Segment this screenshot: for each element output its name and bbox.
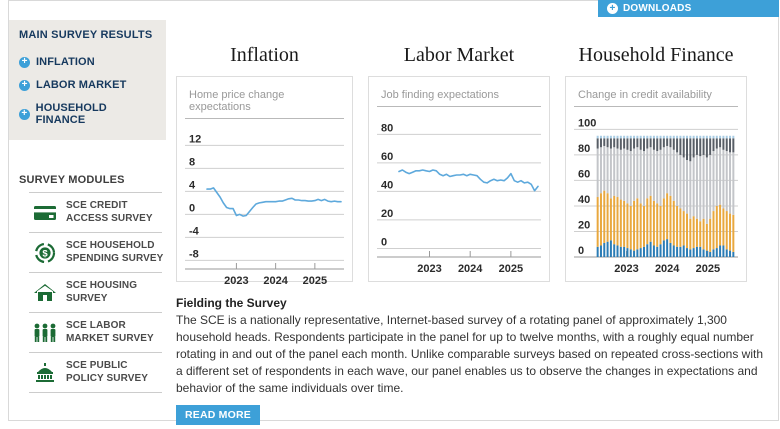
svg-text:80: 80 bbox=[578, 143, 590, 155]
chart-subtitle: Job finding expectations bbox=[377, 85, 541, 107]
svg-text:40: 40 bbox=[578, 194, 590, 206]
downloads-label: DOWNLOADS bbox=[623, 3, 692, 14]
main-survey-results-panel: MAIN SURVEY RESULTS + INFLATION + LABOR … bbox=[9, 20, 166, 140]
inflation-line-chart: 12 8 4 0 -4 -8 2023 2024 2025 bbox=[185, 133, 344, 287]
svg-text:2023: 2023 bbox=[224, 275, 248, 287]
house-icon bbox=[33, 281, 57, 305]
sidebar-item-labor-market[interactable]: + LABOR MARKET bbox=[19, 70, 156, 93]
svg-text:-8: -8 bbox=[189, 248, 199, 260]
svg-text:8: 8 bbox=[189, 156, 195, 168]
svg-text:20: 20 bbox=[381, 208, 393, 220]
chart-subtitle: Home price change expectations bbox=[185, 85, 344, 119]
svg-text:2024: 2024 bbox=[263, 275, 288, 287]
module-label: SCE CREDIT ACCESS SURVEY bbox=[66, 200, 153, 224]
sidebar-item-label: INFLATION bbox=[36, 56, 95, 68]
sidebar-item-housing-survey[interactable]: SCE HOUSING SURVEY bbox=[9, 273, 166, 312]
main-content: Inflation Home price change expectations… bbox=[176, 44, 772, 426]
chart-title: Inflation bbox=[230, 44, 299, 66]
main-survey-results-title: MAIN SURVEY RESULTS bbox=[19, 29, 153, 41]
svg-text:20: 20 bbox=[578, 219, 590, 231]
people-icon bbox=[33, 321, 57, 345]
chart-title: Labor Market bbox=[403, 44, 515, 66]
svg-text:0: 0 bbox=[189, 202, 195, 214]
chart-card[interactable]: Change in credit availability 100 80 60 40 2… bbox=[565, 76, 747, 282]
credit-card-icon bbox=[33, 201, 57, 225]
chart-card[interactable]: Home price change expectations 12 8 4 0 -4 -8… bbox=[176, 76, 353, 287]
plus-circle-icon: + bbox=[19, 108, 30, 120]
svg-text:60: 60 bbox=[381, 151, 393, 163]
credit-availability-bar-chart: 100 80 60 40 20 0 2023 2024 2025 bbox=[574, 117, 738, 275]
survey-modules-title: SURVEY MODULES bbox=[19, 174, 125, 186]
module-label: SCE LABOR MARKET SURVEY bbox=[66, 320, 154, 344]
svg-text:2024: 2024 bbox=[458, 263, 483, 275]
sidebar-item-label: LABOR MARKET bbox=[36, 79, 127, 91]
divider bbox=[29, 232, 162, 233]
plus-circle-icon: + bbox=[19, 79, 30, 91]
divider bbox=[29, 352, 162, 353]
downloads-button[interactable]: + DOWNLOADS bbox=[598, 0, 779, 17]
chart-card[interactable]: Job finding expectations 80 60 40 20 0 2023 20… bbox=[368, 76, 550, 282]
divider bbox=[29, 272, 162, 273]
svg-text:4: 4 bbox=[189, 179, 196, 191]
fielding-title: Fielding the Survey bbox=[176, 296, 287, 310]
module-label: SCE PUBLIC POLICY SURVEY bbox=[66, 360, 149, 384]
module-label: SCE HOUSING SURVEY bbox=[66, 280, 138, 304]
svg-text:80: 80 bbox=[381, 122, 393, 134]
sidebar-item-public-policy-survey[interactable]: SCE PUBLIC POLICY SURVEY bbox=[9, 353, 166, 392]
fielding-body: The SCE is a nationally representative, … bbox=[176, 313, 764, 396]
svg-text:2024: 2024 bbox=[655, 263, 680, 275]
sidebar: MAIN SURVEY RESULTS + INFLATION + LABOR … bbox=[9, 0, 166, 393]
svg-text:-4: -4 bbox=[189, 225, 200, 237]
sidebar-item-label: HOUSEHOLD FINANCE bbox=[35, 102, 107, 126]
svg-text:2023: 2023 bbox=[417, 263, 441, 275]
svg-text:100: 100 bbox=[578, 117, 596, 129]
svg-text:12: 12 bbox=[189, 133, 201, 145]
chart-labor-market: Labor Market Job finding expectations 80… bbox=[368, 44, 550, 282]
divider bbox=[29, 392, 162, 393]
read-more-button[interactable]: READ MORE bbox=[176, 405, 260, 426]
chart-subtitle: Change in credit availability bbox=[574, 85, 738, 107]
module-label: SCE HOUSEHOLD SPENDING SURVEY bbox=[66, 240, 164, 264]
svg-text:0: 0 bbox=[381, 236, 387, 248]
fielding-section: Fielding the Survey The SCE is a nationa… bbox=[176, 296, 772, 426]
dollar-cycle-icon: $ bbox=[33, 241, 57, 265]
plus-circle-icon: + bbox=[19, 56, 30, 68]
sidebar-item-credit-access-survey[interactable]: SCE CREDIT ACCESS SURVEY bbox=[9, 193, 166, 232]
chart-inflation: Inflation Home price change expectations… bbox=[176, 44, 353, 287]
charts-row: Inflation Home price change expectations… bbox=[176, 44, 772, 287]
sidebar-item-household-finance[interactable]: + HOUSEHOLD FINANCE bbox=[19, 93, 156, 128]
capitol-icon bbox=[33, 361, 57, 385]
svg-text:2025: 2025 bbox=[696, 263, 720, 275]
svg-text:60: 60 bbox=[578, 168, 590, 180]
sidebar-item-labor-market-survey[interactable]: SCE LABOR MARKET SURVEY bbox=[9, 313, 166, 352]
svg-text:0: 0 bbox=[578, 245, 584, 257]
divider bbox=[29, 192, 162, 193]
svg-text:$: $ bbox=[42, 248, 48, 259]
sidebar-item-inflation[interactable]: + INFLATION bbox=[19, 47, 156, 70]
svg-text:40: 40 bbox=[381, 179, 393, 191]
chart-title: Household Finance bbox=[578, 44, 734, 66]
svg-text:2023: 2023 bbox=[614, 263, 638, 275]
sidebar-item-household-spending-survey[interactable]: $ SCE HOUSEHOLD SPENDING SURVEY bbox=[9, 233, 166, 272]
labor-market-line-chart: 80 60 40 20 0 2023 2024 2025 bbox=[377, 122, 541, 275]
divider bbox=[29, 312, 162, 313]
chart-household-finance: Household Finance Change in credit avail… bbox=[565, 44, 747, 282]
svg-text:2025: 2025 bbox=[499, 263, 523, 275]
plus-circle-icon: + bbox=[607, 3, 618, 14]
svg-text:2025: 2025 bbox=[303, 275, 327, 287]
